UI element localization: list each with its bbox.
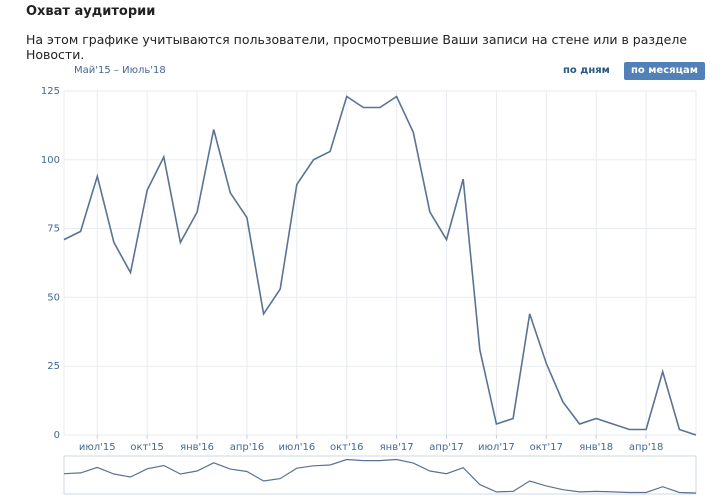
x-tick-label: окт'16	[330, 442, 363, 453]
x-tick-label: янв'17	[380, 442, 414, 453]
y-tick-label: 0	[54, 430, 60, 441]
data-point[interactable]	[561, 400, 565, 404]
data-point[interactable]	[195, 210, 199, 214]
data-point[interactable]	[79, 229, 83, 233]
data-point[interactable]	[129, 271, 133, 275]
y-axis-ticks: 0 25 50 75 100 125	[41, 86, 60, 441]
y-tick-label: 75	[47, 224, 60, 235]
data-point[interactable]	[311, 158, 315, 162]
y-tick-label: 50	[47, 292, 60, 303]
data-point[interactable]	[644, 427, 648, 431]
data-point[interactable]	[112, 240, 116, 244]
data-point[interactable]	[594, 416, 598, 420]
data-point[interactable]	[345, 95, 349, 99]
data-point[interactable]	[611, 422, 615, 426]
data-point[interactable]	[228, 191, 232, 195]
data-point[interactable]	[511, 416, 515, 420]
data-point[interactable]	[378, 106, 382, 110]
x-tick-label: апр'16	[230, 442, 265, 453]
data-point[interactable]	[411, 130, 415, 134]
data-point[interactable]	[245, 216, 249, 220]
x-tick-label: окт'15	[130, 442, 163, 453]
data-point[interactable]	[145, 188, 149, 192]
data-point[interactable]	[528, 312, 532, 316]
page-title: Охват аудитории	[26, 4, 156, 19]
by-months-button[interactable]: по месяцам	[624, 62, 705, 80]
x-tick-label: апр'18	[629, 442, 664, 453]
data-point[interactable]	[445, 238, 449, 242]
data-point[interactable]	[95, 174, 99, 178]
data-point[interactable]	[162, 155, 166, 159]
data-point[interactable]	[328, 150, 332, 154]
data-point[interactable]	[478, 348, 482, 352]
chart-description: На этом графике учитываются пользователи…	[26, 32, 688, 62]
range-navigator[interactable]	[0, 455, 728, 500]
navigator-frame	[63, 455, 697, 495]
data-point[interactable]	[62, 238, 66, 242]
x-tick-label: окт'17	[530, 442, 563, 453]
data-point[interactable]	[428, 210, 432, 214]
x-tick-label: июл'16	[278, 442, 315, 453]
y-tick-label: 125	[41, 86, 60, 97]
data-point[interactable]	[578, 422, 582, 426]
y-tick-label: 25	[47, 361, 60, 372]
navigator-line	[63, 458, 697, 494]
x-tick-label: апр'17	[429, 442, 464, 453]
data-points	[62, 95, 698, 437]
data-point[interactable]	[544, 361, 548, 365]
data-point[interactable]	[677, 427, 681, 431]
data-point[interactable]	[694, 433, 698, 437]
x-axis-ticks: июл'15 окт'15 янв'16 апр'16 июл'16 окт'16 янв'…	[79, 435, 663, 453]
data-point[interactable]	[494, 422, 498, 426]
data-point[interactable]	[361, 106, 365, 110]
data-point[interactable]	[461, 177, 465, 181]
x-tick-label: июл'15	[79, 442, 116, 453]
data-point[interactable]	[295, 183, 299, 187]
x-tick-label: июл'17	[478, 442, 515, 453]
chart-grid	[63, 90, 697, 436]
data-point[interactable]	[178, 240, 182, 244]
date-range-label: Май'15 – Июль'18	[74, 65, 166, 76]
data-point[interactable]	[661, 370, 665, 374]
data-point[interactable]	[395, 95, 399, 99]
data-point[interactable]	[262, 312, 266, 316]
data-point[interactable]	[212, 128, 216, 132]
data-point[interactable]	[278, 287, 282, 291]
data-point[interactable]	[627, 427, 631, 431]
y-tick-label: 100	[41, 155, 60, 166]
series-line	[63, 95, 697, 436]
x-tick-label: янв'16	[180, 442, 214, 453]
by-days-button[interactable]: по дням	[563, 65, 610, 76]
x-tick-label: янв'18	[579, 442, 613, 453]
